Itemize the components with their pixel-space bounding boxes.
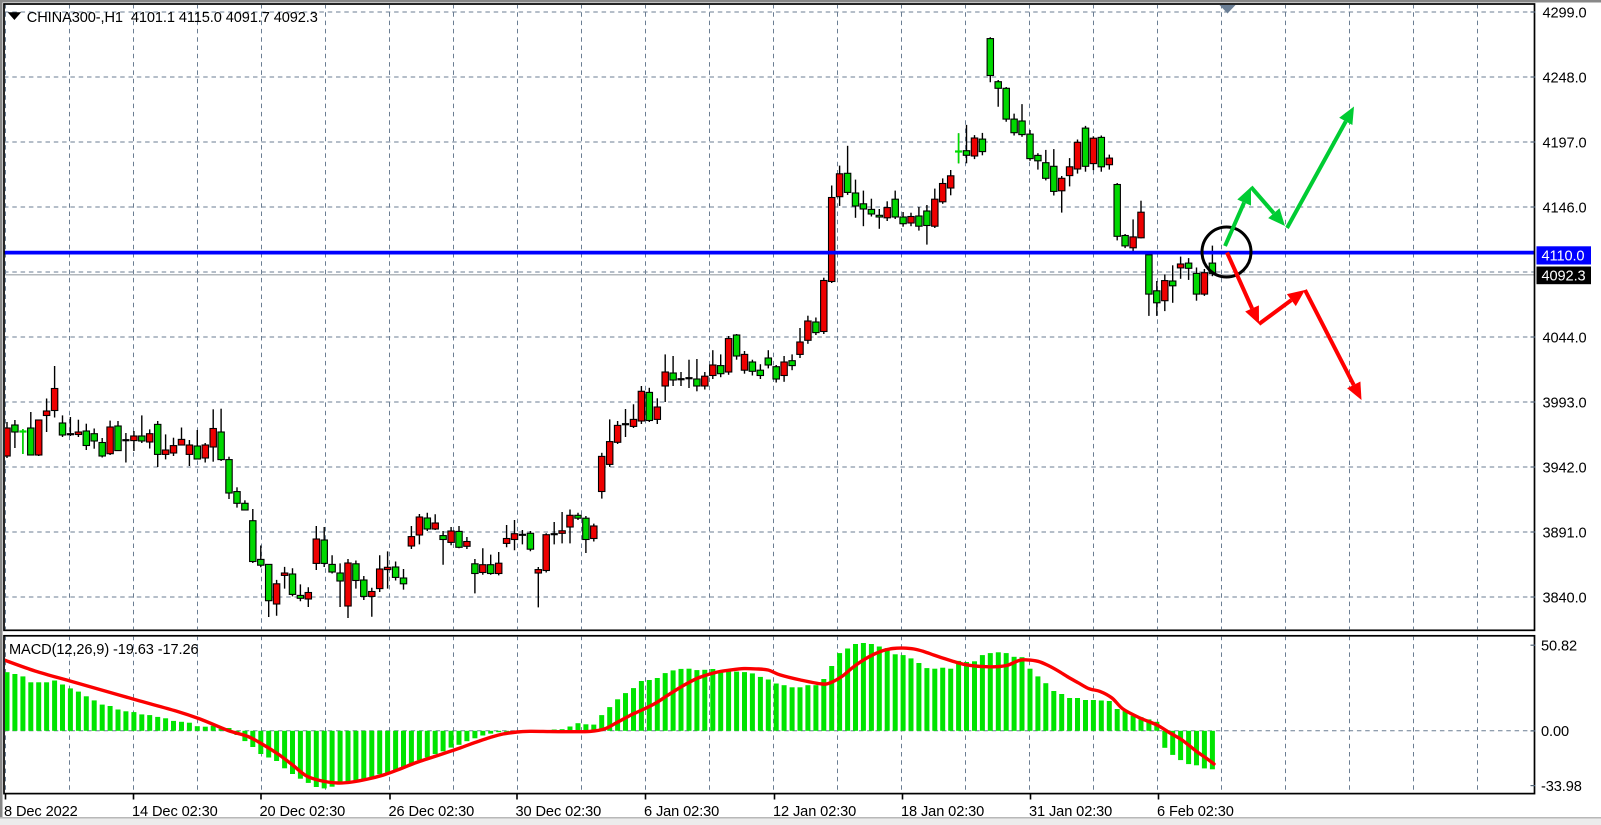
svg-text:4044.0: 4044.0 (1543, 330, 1587, 346)
svg-text:-33.98: -33.98 (1541, 779, 1582, 795)
svg-text:6 Jan 02:30: 6 Jan 02:30 (644, 804, 719, 820)
svg-text:MACD(12,26,9) -19.63 -17.26: MACD(12,26,9) -19.63 -17.26 (9, 642, 199, 658)
svg-text:3840.0: 3840.0 (1543, 590, 1587, 606)
svg-text:18 Jan 02:30: 18 Jan 02:30 (901, 804, 984, 820)
svg-text:14 Dec 02:30: 14 Dec 02:30 (132, 804, 218, 820)
svg-text:4146.0: 4146.0 (1543, 200, 1587, 216)
svg-text:3942.0: 3942.0 (1543, 460, 1587, 476)
svg-text:30 Dec 02:30: 30 Dec 02:30 (516, 804, 602, 820)
svg-text:50.82: 50.82 (1541, 639, 1577, 655)
svg-text:4197.0: 4197.0 (1543, 135, 1587, 151)
svg-text:4299.0: 4299.0 (1543, 5, 1587, 21)
svg-text:12 Jan 02:30: 12 Jan 02:30 (773, 804, 856, 820)
svg-text:4248.0: 4248.0 (1543, 70, 1587, 86)
svg-text:8 Dec 2022: 8 Dec 2022 (4, 804, 78, 820)
svg-text:4092.3: 4092.3 (1542, 268, 1586, 284)
svg-text:3993.0: 3993.0 (1543, 395, 1587, 411)
svg-text:20 Dec 02:30: 20 Dec 02:30 (260, 804, 346, 820)
svg-text:3891.0: 3891.0 (1543, 525, 1587, 541)
svg-text:6 Feb 02:30: 6 Feb 02:30 (1157, 804, 1234, 820)
svg-text:31 Jan 02:30: 31 Jan 02:30 (1029, 804, 1112, 820)
svg-text:0.00: 0.00 (1541, 724, 1569, 740)
svg-text:4110.0: 4110.0 (1542, 248, 1585, 264)
svg-text:26 Dec 02:30: 26 Dec 02:30 (389, 804, 475, 820)
svg-text:CHINA300-,H1 4101.1 4115.0 40: CHINA300-,H1 4101.1 4115.0 4091.7 4092.3 (27, 10, 318, 26)
